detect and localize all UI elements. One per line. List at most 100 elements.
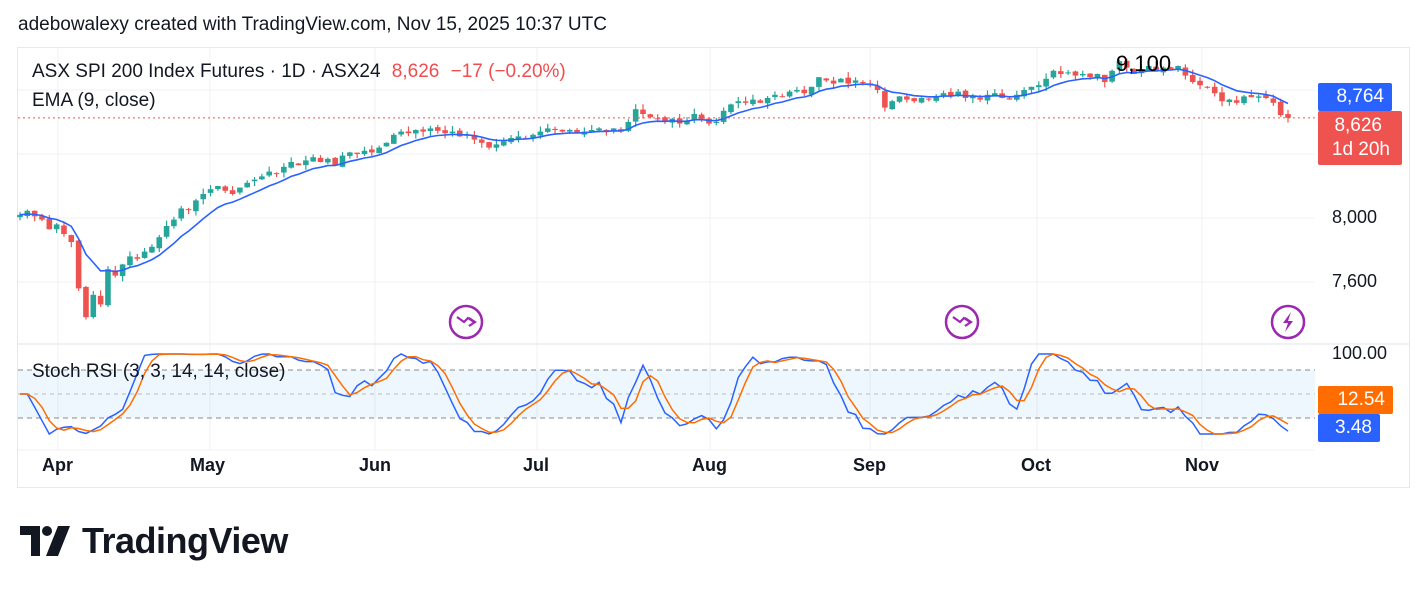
symbol-legend[interactable]: ASX SPI 200 Index Futures · 1D · ASX24 8… bbox=[32, 61, 566, 83]
candle-body bbox=[222, 186, 229, 191]
ema-line bbox=[19, 68, 1289, 273]
candle-body bbox=[764, 98, 771, 104]
candle-body bbox=[713, 122, 720, 123]
candle-body bbox=[1255, 96, 1262, 98]
symbol-title: ASX SPI 200 Index Futures · 1D · ASX24 bbox=[32, 61, 381, 82]
candle-body bbox=[1043, 78, 1049, 87]
candle-body bbox=[970, 96, 976, 99]
candle-body bbox=[68, 235, 75, 242]
candle-body bbox=[1050, 70, 1057, 78]
candle-body bbox=[105, 269, 111, 306]
candle-body bbox=[1123, 60, 1130, 68]
x-tick-label: Oct bbox=[1021, 455, 1052, 475]
candle-body bbox=[1204, 86, 1211, 88]
candle-body bbox=[1028, 86, 1035, 90]
candle-body bbox=[295, 163, 302, 166]
candle-body bbox=[156, 237, 163, 249]
ema-legend[interactable]: EMA (9, close) bbox=[32, 90, 156, 111]
candle-body bbox=[904, 96, 910, 100]
candle-body bbox=[75, 240, 82, 289]
candle-body bbox=[1087, 73, 1093, 78]
candle-body bbox=[486, 142, 492, 148]
candle-body bbox=[325, 158, 331, 163]
candle-body bbox=[456, 130, 463, 137]
candle-body bbox=[281, 166, 287, 173]
candle-body bbox=[940, 93, 947, 96]
candle-body bbox=[1263, 94, 1269, 98]
candle-body bbox=[1211, 86, 1218, 94]
stoch-d-line bbox=[20, 353, 1289, 435]
candle-body bbox=[237, 187, 243, 193]
candle-body bbox=[632, 109, 639, 122]
candle-body bbox=[698, 114, 705, 119]
candle-body bbox=[588, 130, 595, 132]
candle-body bbox=[1189, 74, 1196, 82]
candle-body bbox=[874, 85, 881, 90]
candle-body bbox=[200, 194, 207, 200]
x-tick-label: Apr bbox=[42, 455, 73, 475]
candle-body bbox=[500, 141, 507, 146]
x-tick-label: Aug bbox=[692, 455, 727, 475]
candle-body bbox=[141, 251, 148, 258]
chart-frame[interactable] bbox=[17, 47, 1410, 488]
candle-body bbox=[918, 98, 925, 103]
candle-body bbox=[266, 171, 273, 176]
last-price-value: 8,626 bbox=[1334, 115, 1382, 136]
logo-text: TradingView bbox=[82, 520, 288, 561]
candle-body bbox=[347, 152, 353, 156]
candle-body bbox=[171, 219, 177, 227]
candle-body bbox=[845, 77, 852, 84]
candle-body bbox=[83, 286, 89, 318]
candle-body bbox=[383, 142, 390, 147]
candle-body bbox=[779, 96, 786, 98]
candle-body bbox=[1182, 67, 1189, 76]
candle-body bbox=[391, 134, 397, 144]
stoch-rsi-legend[interactable]: Stoch RSI (3, 3, 14, 14, close) bbox=[32, 361, 286, 382]
stoch-d-label: 12.54 bbox=[1318, 386, 1393, 414]
candle-body bbox=[405, 131, 412, 134]
candle-body bbox=[992, 93, 998, 96]
candle-body bbox=[530, 134, 536, 138]
candle-body bbox=[1014, 94, 1020, 100]
tradingview-logo[interactable]: TradingView bbox=[20, 520, 288, 562]
lightning-icon[interactable] bbox=[1270, 304, 1306, 340]
candle-body bbox=[720, 110, 727, 122]
candle-body bbox=[1116, 61, 1123, 70]
candle-body bbox=[1035, 85, 1042, 88]
candle-body bbox=[31, 210, 38, 217]
candle-body bbox=[882, 91, 888, 108]
candle-body bbox=[786, 91, 793, 97]
candle-body bbox=[735, 101, 742, 104]
candle-body bbox=[339, 155, 346, 167]
candle-body bbox=[97, 295, 104, 305]
candle-body bbox=[185, 209, 192, 211]
candle-body bbox=[552, 128, 558, 130]
candle-body bbox=[823, 78, 830, 81]
candle-body bbox=[53, 224, 60, 230]
dividend-arrow-icon[interactable] bbox=[944, 304, 980, 340]
candle-body bbox=[493, 144, 500, 148]
candle-body bbox=[215, 186, 221, 190]
stoch-k-line bbox=[20, 353, 1289, 436]
candle-body bbox=[288, 162, 294, 168]
candle-body bbox=[39, 216, 45, 220]
candle-body bbox=[1226, 99, 1233, 103]
candle-body bbox=[625, 122, 632, 131]
candle-body bbox=[544, 128, 551, 132]
candle-body bbox=[127, 256, 133, 266]
candle-body bbox=[442, 130, 448, 134]
candle-body bbox=[1145, 66, 1152, 71]
tradingview-logo-icon bbox=[20, 526, 70, 556]
candle-body bbox=[889, 101, 896, 110]
price-tick: 7,600 bbox=[1332, 271, 1378, 291]
dividend-arrow-icon[interactable] bbox=[448, 304, 484, 340]
candle-body bbox=[1248, 95, 1255, 98]
candle-body bbox=[691, 114, 698, 120]
x-tick-label: Jun bbox=[359, 455, 392, 475]
candle-body bbox=[977, 97, 983, 100]
candle-body bbox=[896, 96, 903, 102]
x-tick-label: Sep bbox=[853, 455, 887, 475]
candle-body bbox=[163, 226, 170, 237]
candle-body bbox=[566, 130, 573, 132]
